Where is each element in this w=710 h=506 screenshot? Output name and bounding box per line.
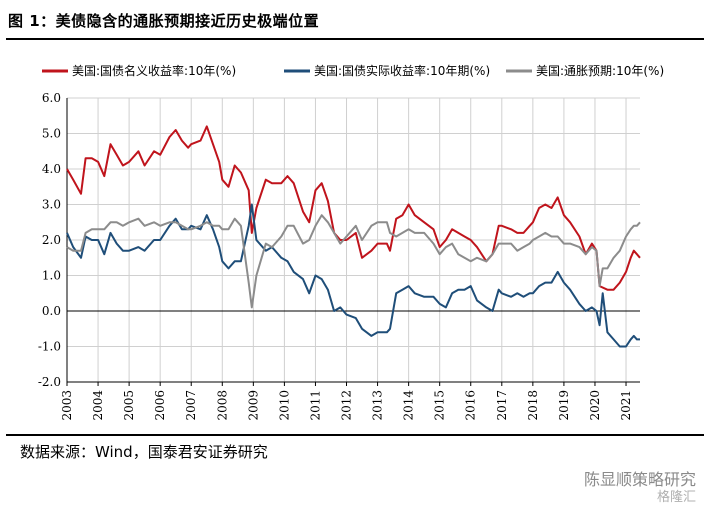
y-tick-label: 0.0	[42, 304, 61, 318]
y-tick-label: 1.0	[42, 269, 61, 283]
series-layer	[66, 125, 641, 348]
source-divider	[6, 434, 704, 436]
x-tick-label: 2015	[433, 390, 447, 421]
watermark-site: 格隆汇	[656, 490, 696, 505]
y-tick-label: -1.0	[38, 340, 61, 354]
x-tick-label: 2014	[402, 390, 416, 421]
series-line-2	[66, 203, 640, 348]
legend-label: 美国:通胀预期:10年(%)	[536, 64, 664, 78]
x-tick-label: 2007	[184, 390, 198, 421]
legend-label: 美国:国债名义收益率:10年(%)	[72, 63, 236, 78]
y-tick-label: -2.0	[38, 375, 61, 389]
y-tick-label: 5.0	[42, 127, 61, 141]
title-divider	[6, 38, 704, 40]
x-tick-label: 2003	[60, 390, 74, 421]
y-tick-label: 6.0	[42, 91, 61, 105]
x-tick-label: 2021	[619, 390, 633, 421]
x-tick-label: 2006	[153, 390, 167, 421]
x-tick-label: 2005	[122, 390, 136, 421]
x-tick-label: 2020	[588, 390, 602, 421]
y-tick-label: 4.0	[42, 162, 61, 176]
x-tick-label: 2019	[557, 390, 571, 421]
data-source-note: 数据来源：Wind，国泰君安证券研究	[20, 443, 268, 461]
x-tick-label: 2013	[371, 390, 385, 421]
x-tick-label: 2012	[340, 390, 354, 421]
y-tick-label: 2.0	[42, 233, 61, 247]
x-tick-label: 2017	[495, 390, 509, 421]
y-tick-label: 3.0	[42, 198, 61, 212]
x-tick-label: 2008	[215, 390, 229, 421]
legend-label: 美国:国债实际收益率:10年期(%)	[314, 63, 490, 78]
figure-title: 图 1：美债隐含的通胀预期接近历史极端位置	[8, 12, 320, 30]
x-tick-label: 2016	[464, 390, 478, 421]
legend: 美国:国债名义收益率:10年(%) 美国:国债实际收益率:10年期(%) 美国:通胀…	[42, 63, 664, 78]
x-tick-label: 2009	[246, 390, 260, 421]
x-tick-label: 2010	[277, 390, 291, 421]
x-tick-label: 2004	[91, 390, 105, 421]
watermark-author: 陈显顺策略研究	[583, 470, 696, 489]
x-tick-label: 2018	[526, 390, 540, 421]
series-line-1	[66, 125, 641, 291]
series-line-3	[66, 214, 641, 309]
x-tick-label: 2011	[308, 390, 322, 421]
